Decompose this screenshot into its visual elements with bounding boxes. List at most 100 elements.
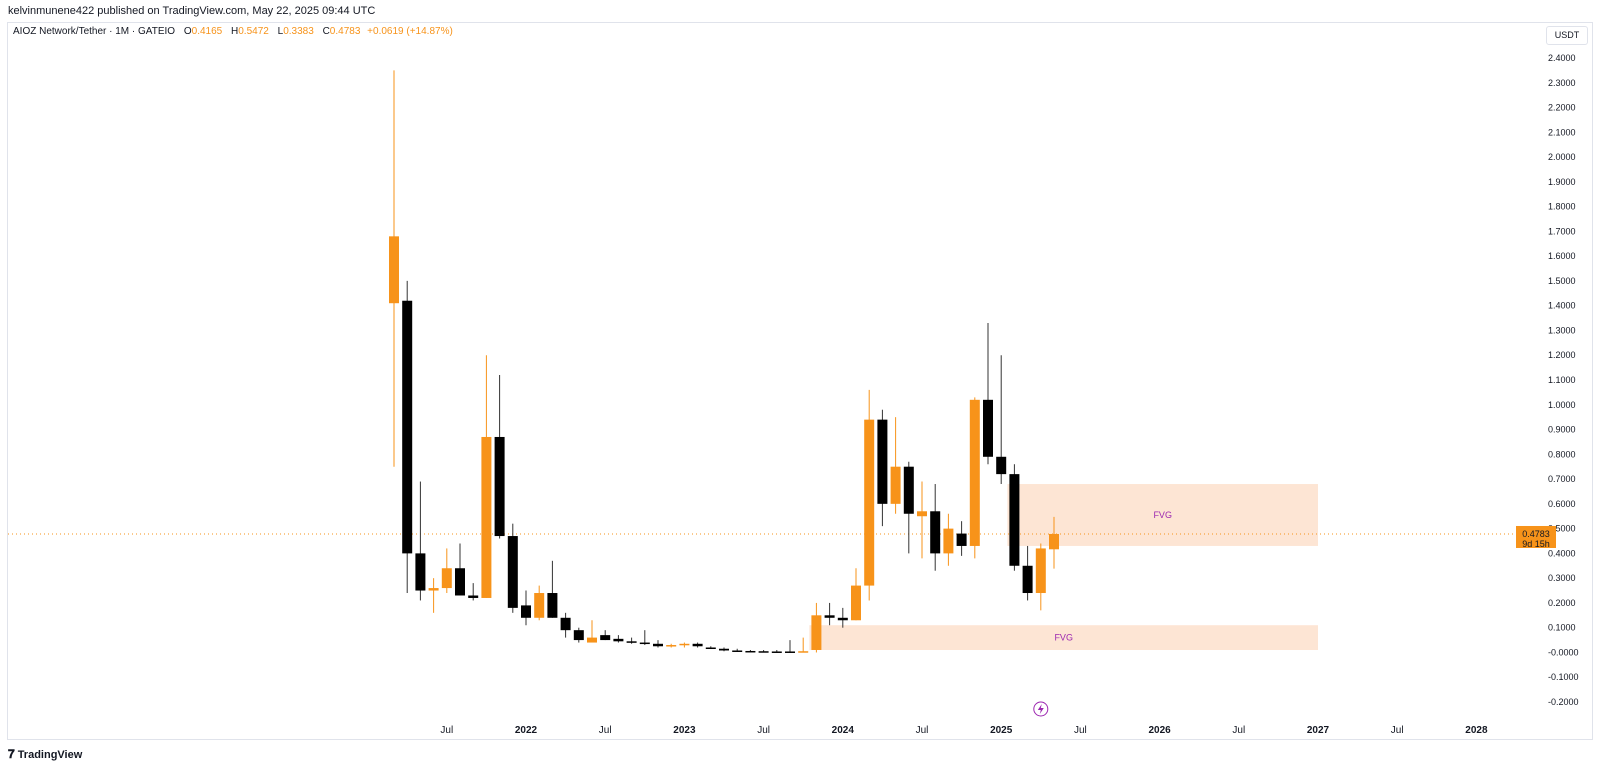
candle-body[interactable] — [573, 630, 584, 641]
y-axis-tick-label: 1.0000 — [1548, 400, 1576, 410]
footer-brand-label: TradingView — [17, 748, 83, 761]
candle-body[interactable] — [837, 617, 848, 621]
candle-body[interactable] — [626, 641, 637, 643]
candle-body[interactable] — [639, 642, 650, 645]
publish-line: kelvinmunene422 published on TradingView… — [8, 5, 376, 17]
close-label: C — [322, 26, 330, 37]
x-axis-tick-label: 2025 — [990, 725, 1013, 736]
fvg-zone[interactable] — [1007, 484, 1318, 546]
candle-body[interactable] — [415, 553, 426, 591]
candle-body[interactable] — [521, 605, 531, 618]
high-label: H — [231, 26, 239, 37]
y-axis-tick-label: 2.3000 — [1548, 78, 1576, 88]
y-axis-tick-label: 2.0000 — [1548, 152, 1576, 162]
candle-body[interactable] — [903, 466, 914, 514]
y-axis-tick-label: -0.1000 — [1548, 672, 1579, 682]
candle-body[interactable] — [428, 588, 439, 591]
candle-body[interactable] — [481, 436, 492, 598]
y-axis-tick-label: 0.7000 — [1548, 474, 1576, 484]
x-axis-tick-label: Jul — [599, 725, 612, 736]
candle-body[interactable] — [969, 399, 980, 546]
y-axis-tick-label: 1.9000 — [1548, 177, 1576, 187]
y-axis-tick-label: 2.1000 — [1548, 127, 1576, 137]
x-axis-tick-label: Jul — [916, 725, 929, 736]
candle-body[interactable] — [534, 593, 545, 618]
candle-body[interactable] — [917, 511, 927, 517]
y-axis-tick-label: 1.7000 — [1548, 226, 1576, 236]
candle-body[interactable] — [811, 615, 822, 650]
fvg-zone-label: FVG — [1054, 633, 1073, 643]
candle-body[interactable] — [758, 651, 769, 653]
candle-body[interactable] — [705, 647, 716, 650]
candle-body[interactable] — [600, 635, 611, 641]
candle-body[interactable] — [890, 466, 901, 504]
x-axis-tick-label: 2022 — [515, 725, 538, 736]
y-axis-tick-label: 0.1000 — [1548, 623, 1576, 633]
candle-body[interactable] — [996, 456, 1007, 475]
footer-brand[interactable]: 𝟕 TradingView — [8, 747, 82, 762]
candle-body[interactable] — [587, 637, 597, 643]
close-value: 0.4783 — [329, 26, 361, 37]
fvg-zone[interactable] — [809, 625, 1318, 650]
low-label: L — [277, 26, 284, 37]
y-axis-tick-label: 0.9000 — [1548, 425, 1576, 435]
open-label: O — [183, 26, 192, 37]
candle-body[interactable] — [560, 617, 571, 631]
last-price-countdown: 9d 15h — [1522, 539, 1550, 549]
chart-legend: AIOZ Network/Tether · 1M · GATEIO O0.416… — [13, 26, 453, 37]
candle-body[interactable] — [389, 236, 399, 304]
candle-body[interactable] — [1035, 548, 1046, 594]
y-axis-tick-label: 1.4000 — [1548, 301, 1576, 311]
candle-body[interactable] — [402, 300, 413, 554]
candle-body[interactable] — [798, 651, 809, 653]
open-value: 0.4165 — [191, 26, 223, 37]
candle-body[interactable] — [613, 638, 624, 642]
candle-body[interactable] — [468, 595, 479, 598]
candle-body[interactable] — [507, 536, 518, 608]
last-price-tag — [1516, 525, 1556, 548]
x-axis-tick-label: Jul — [440, 725, 453, 736]
candle-body[interactable] — [1022, 565, 1033, 594]
candle-body[interactable] — [864, 419, 875, 586]
x-axis-tick-label: 2027 — [1307, 725, 1330, 736]
candle-body[interactable] — [679, 643, 690, 646]
x-axis-tick-label: Jul — [1074, 725, 1087, 736]
y-axis-tick-label: 0.5000 — [1548, 524, 1576, 534]
tradingview-logo-icon: 𝟕 — [8, 747, 15, 761]
candle-body[interactable] — [1009, 474, 1020, 566]
candle-body[interactable] — [547, 593, 558, 618]
candle-body[interactable] — [851, 585, 861, 621]
candle-body[interactable] — [824, 615, 835, 618]
candle-body[interactable] — [732, 650, 743, 652]
candle-body[interactable] — [692, 643, 703, 647]
candle-body[interactable] — [666, 645, 677, 647]
candle-body[interactable] — [771, 651, 782, 653]
candle-body[interactable] — [441, 568, 452, 589]
candle-body[interactable] — [653, 643, 663, 647]
y-axis-tick-label: 2.2000 — [1548, 103, 1576, 113]
x-axis-tick-label: 2024 — [832, 725, 855, 736]
y-axis-tick-label: 0.3000 — [1548, 573, 1576, 583]
x-axis-tick-label: 2023 — [673, 725, 696, 736]
candle-body[interactable] — [745, 650, 756, 653]
candle-body[interactable] — [983, 399, 993, 457]
candle-body[interactable] — [455, 568, 465, 596]
candle-body[interactable] — [930, 511, 941, 554]
currency-button[interactable]: USDT — [1546, 26, 1588, 45]
high-value: 0.5472 — [238, 26, 269, 37]
candle-body[interactable] — [494, 436, 505, 537]
y-axis-tick-label: 1.5000 — [1548, 276, 1576, 286]
y-axis-tick-label: 1.2000 — [1548, 350, 1576, 360]
y-axis-tick-label: 1.8000 — [1548, 202, 1576, 212]
x-axis-tick-label: 2028 — [1465, 725, 1488, 736]
fvg-zone-label: FVG — [1153, 510, 1172, 520]
y-axis-tick-label: 0.8000 — [1548, 449, 1576, 459]
candle-body[interactable] — [719, 648, 729, 651]
x-axis-tick-label: Jul — [1232, 725, 1245, 736]
candle-body[interactable] — [877, 419, 888, 504]
candle-body[interactable] — [785, 651, 795, 653]
candle-body[interactable] — [943, 528, 954, 554]
candle-body[interactable] — [1049, 533, 1059, 550]
candle-body[interactable] — [956, 533, 967, 546]
